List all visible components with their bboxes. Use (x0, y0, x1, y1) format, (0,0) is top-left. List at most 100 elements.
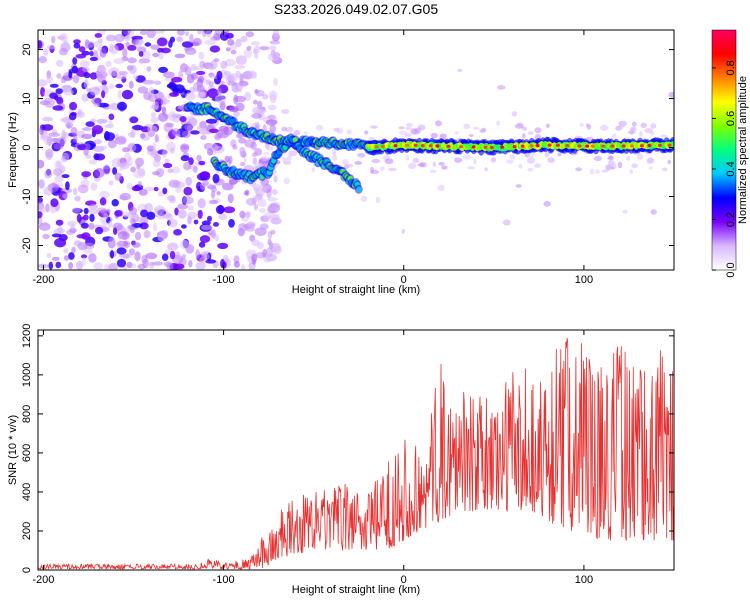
faint-blob (412, 158, 420, 163)
noise-blob (238, 223, 249, 232)
noise-blob (77, 108, 82, 117)
noise-blob (213, 58, 220, 63)
faint-blob (368, 136, 375, 141)
noise-blob (114, 172, 123, 181)
faint-blob (593, 155, 603, 162)
faint-blob (387, 167, 397, 172)
faint-blob (668, 91, 674, 98)
noise-blob (81, 50, 91, 56)
noise-blob (245, 197, 257, 206)
noise-blob (197, 75, 205, 83)
noise-blob (187, 205, 194, 211)
noise-blob (216, 191, 221, 196)
snr-plot-area (38, 337, 674, 570)
faint-blob (617, 161, 623, 169)
faint-blob (371, 158, 381, 164)
faint-blob (509, 154, 516, 160)
noise-blob (38, 211, 43, 219)
noise-blob (168, 219, 178, 228)
noise-blob (224, 155, 230, 163)
noise-blob (189, 33, 194, 44)
noise-blob (272, 30, 280, 38)
noise-blob (85, 143, 91, 151)
noise-blob (267, 206, 277, 211)
noise-blob (169, 197, 176, 204)
faint-blob (375, 197, 381, 203)
noise-blob (273, 77, 278, 87)
colorbar-tick-label: 0.0 (725, 262, 737, 277)
noise-blob (201, 224, 213, 231)
faint-blob (271, 189, 278, 195)
noise-blob (152, 142, 157, 152)
noise-blob (185, 31, 190, 37)
faint-blob (646, 157, 655, 164)
snr-y-tick-label: 200 (21, 522, 33, 540)
noise-blob (54, 160, 63, 170)
noise-blob (50, 198, 59, 208)
faint-blob (506, 159, 514, 164)
noise-blob (155, 168, 165, 178)
noise-blob (229, 107, 239, 113)
noise-blob (89, 56, 98, 62)
noise-blob (158, 112, 168, 122)
noise-blob (113, 58, 125, 65)
noise-blob (244, 139, 256, 148)
noise-blob (88, 204, 99, 210)
main-line-peak (446, 144, 451, 148)
noise-blob (81, 257, 87, 267)
faint-blob (283, 177, 290, 185)
noise-blob (91, 97, 102, 106)
noise-blob (217, 204, 224, 214)
noise-blob (148, 87, 154, 96)
noise-blob (230, 50, 237, 55)
noise-blob (265, 119, 278, 126)
noise-blob (152, 52, 160, 58)
faint-blob (617, 124, 625, 128)
faint-blob (417, 162, 425, 167)
spectrogram-y-tick-label: 0 (21, 144, 33, 150)
noise-blob (90, 182, 98, 191)
noise-blob (72, 74, 80, 84)
main-line-peak (413, 143, 418, 147)
faint-blob (408, 162, 417, 170)
noise-blob (153, 186, 159, 192)
noise-blob (233, 111, 240, 117)
main-line-peak (405, 143, 410, 147)
noise-blob (93, 139, 103, 145)
noise-blob (126, 261, 133, 269)
noise-blob (117, 235, 130, 240)
noise-blob (214, 234, 220, 242)
faint-blob (611, 163, 617, 170)
noise-blob (122, 30, 131, 36)
faint-blob (479, 129, 486, 133)
faint-blob (281, 156, 288, 162)
faint-blob (629, 169, 634, 174)
noise-blob (83, 78, 89, 89)
noise-blob (88, 253, 97, 263)
faint-blob (404, 133, 412, 137)
noise-blob (96, 118, 108, 124)
snr-series-line (38, 337, 674, 570)
noise-blob (228, 218, 235, 228)
noise-blob (42, 116, 53, 122)
noise-blob (88, 222, 95, 230)
faint-blob (585, 123, 590, 127)
noise-blob (147, 93, 157, 102)
noise-blob (89, 213, 95, 222)
noise-blob (251, 41, 260, 46)
snr-y-tick-label: 400 (21, 483, 33, 501)
noise-blob (115, 73, 128, 80)
noise-blob (195, 261, 206, 270)
noise-blob (252, 183, 261, 191)
faint-blob (600, 124, 609, 131)
noise-blob (138, 189, 148, 196)
noise-blob (63, 255, 70, 261)
main-line-peak (590, 144, 595, 148)
faint-blob (288, 150, 298, 157)
main-line-peak (657, 143, 662, 147)
main-line-peak (529, 144, 534, 148)
noise-blob (69, 101, 78, 111)
faint-blob (527, 167, 534, 172)
faint-blob (398, 126, 405, 130)
noise-blob (68, 112, 77, 121)
